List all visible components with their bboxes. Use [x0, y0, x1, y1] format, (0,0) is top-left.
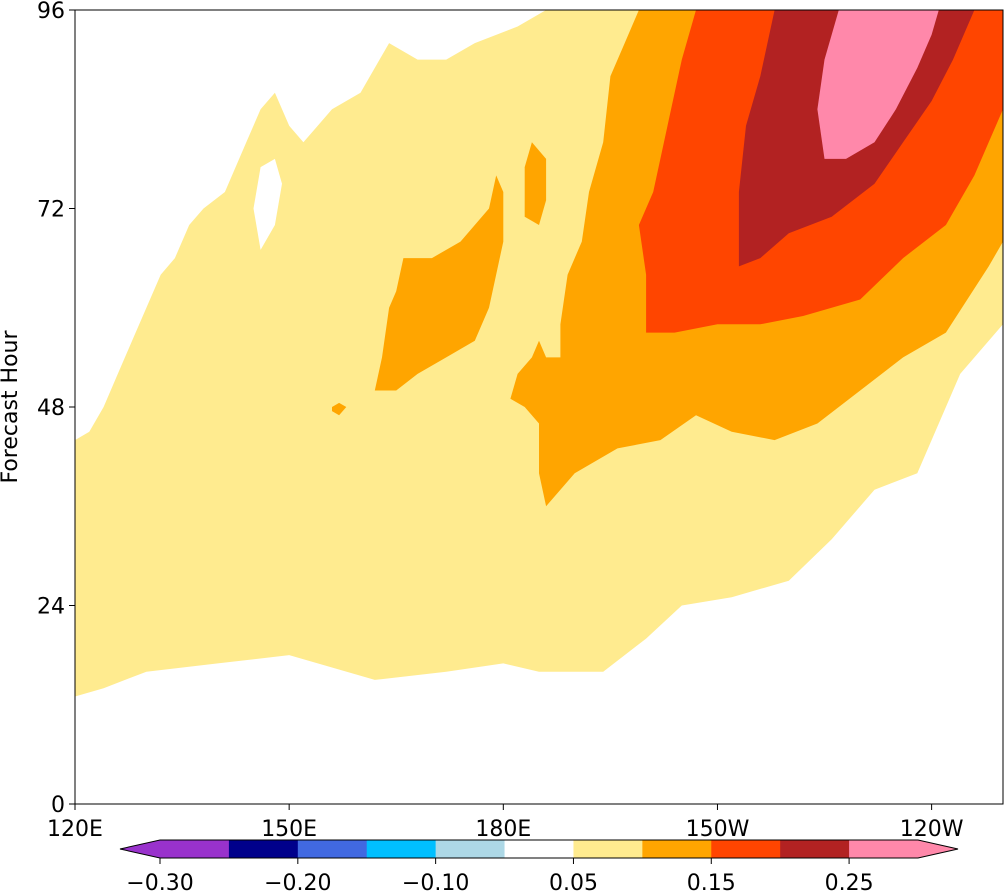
- contour-region-0.25-0.3-8: [817, 10, 939, 159]
- y-tick-label: 24: [37, 595, 65, 620]
- x-tick-label: 120W: [900, 817, 964, 842]
- colorbar-swatch: [780, 840, 850, 858]
- colorbar-swatch: [573, 840, 643, 858]
- colorbar-swatch: [711, 840, 781, 858]
- colorbar-swatch: [297, 840, 368, 858]
- y-tick-label: 0: [51, 793, 65, 818]
- x-tick-label: 180E: [475, 817, 531, 842]
- contour-region-0.1-0.15-3: [374, 175, 504, 391]
- y-tick-label: 48: [37, 396, 65, 421]
- colorbar-tick-label: −0.10: [402, 871, 469, 894]
- colorbar-swatch: [228, 840, 299, 858]
- colorbar-tick-label: −0.20: [264, 871, 331, 894]
- x-tick-label: 120E: [47, 817, 103, 842]
- colorbar-tick-label: 0.25: [825, 871, 874, 894]
- colorbar-tick-label: −0.30: [126, 871, 193, 894]
- colorbar-swatch: [849, 840, 919, 858]
- colorbar-under-arrow: [120, 840, 160, 858]
- colorbar-swatch: [366, 840, 437, 858]
- y-axis-title: Forecast Hour: [0, 330, 23, 484]
- colorbar-swatch: [504, 840, 574, 858]
- x-tick-label: 150E: [261, 817, 317, 842]
- contour-region-0.05-0.1-1: [253, 158, 282, 250]
- colorbar: −0.30 −0.20 −0.10 0.05 0.15 0.25: [119, 839, 959, 894]
- colorbar-over-arrow: [918, 840, 958, 858]
- colorbar-tick-label: 0.05: [549, 871, 598, 894]
- axes-layer: 120E 150E 180E 150W 120W 0 24 48 72 96: [37, 0, 964, 842]
- x-tick-label: 150W: [686, 817, 750, 842]
- y-tick-label: 96: [37, 0, 65, 24]
- contour-region-0.1-0.15-4: [524, 142, 547, 225]
- colorbar-tick-label: 0.15: [687, 871, 736, 894]
- colorbar-swatch: [160, 840, 230, 858]
- colorbar-swatch: [642, 840, 712, 858]
- colorbar-swatch: [435, 840, 506, 858]
- y-tick-label: 72: [37, 198, 65, 223]
- contour-fill-layer: [75, 10, 1003, 697]
- contour-region-0.1-0.15-5: [332, 402, 347, 416]
